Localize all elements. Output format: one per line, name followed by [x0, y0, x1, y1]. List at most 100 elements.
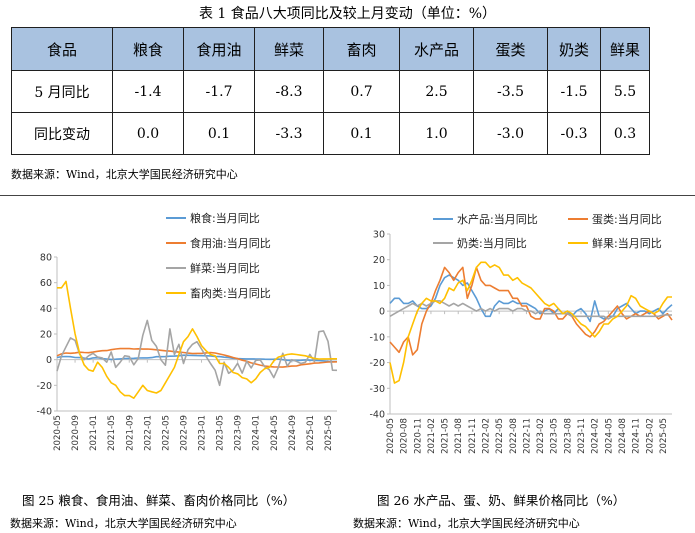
- y-tick-label: -10: [369, 332, 385, 343]
- y-tick-label: -30: [369, 384, 385, 395]
- x-tick-label: 2024-09: [288, 415, 298, 451]
- row-label: 同比变动: [11, 112, 113, 155]
- legend-label: 畜肉类:当月同比: [190, 286, 271, 300]
- header-cell: 畜肉: [323, 27, 400, 71]
- table-row: 同比变动 0.0 0.1 -3.3 0.1 1.0 -3.0 -0.3 0.3: [11, 112, 650, 155]
- legend-label: 鲜菜:当月同比: [190, 261, 260, 275]
- table-cell: -8.3: [254, 70, 324, 113]
- y-tick-label: 60: [40, 278, 52, 289]
- x-tick-label: 2023-08: [563, 418, 573, 454]
- x-tick-label: 2024-02: [591, 418, 601, 454]
- left-chart-caption: 图 25 粮食、食用油、鲜菜、畜肉价格同比（%）: [22, 493, 296, 508]
- food-table: 食品 粮食 食用油 鲜菜 畜肉 水产品 蛋类 奶类 鲜果 5 月同比 -1.4 …: [11, 27, 650, 155]
- series-line-1: [389, 266, 673, 356]
- left-chart-source: 数据来源：Wind，北京大学国民经济研究中心: [10, 517, 237, 530]
- x-tick-label: 2024-08: [618, 418, 628, 454]
- y-tick-label: 0: [379, 307, 385, 318]
- table-cell: 0.1: [183, 112, 255, 155]
- x-tick-label: 2024-05: [604, 418, 614, 454]
- row-label: 5 月同比: [11, 70, 113, 113]
- legend-item: 蛋类:当月同比: [568, 212, 662, 226]
- y-tick-label: -20: [36, 381, 52, 392]
- x-tick-label: 2022-05: [495, 418, 505, 454]
- x-tick-label: 2023-02: [536, 418, 546, 454]
- x-tick-label: 2021-05: [441, 418, 451, 454]
- x-tick-label: 2022-01: [143, 415, 153, 451]
- series-line-2: [56, 319, 338, 387]
- x-tick-label: 2023-05: [216, 415, 226, 451]
- y-tick-label: 40: [40, 304, 52, 315]
- y-tick-label: 30: [373, 230, 385, 241]
- y-tick-label: 20: [40, 330, 52, 341]
- x-tick-label: 2025-02: [645, 418, 655, 454]
- section-divider: [0, 195, 695, 196]
- legend-label: 粮食:当月同比: [190, 211, 260, 225]
- table-cell: 0.3: [600, 112, 650, 155]
- x-tick-label: 2021-09: [125, 415, 135, 451]
- x-tick-label: 2021-01: [89, 415, 99, 451]
- x-tick-label: 2021-02: [427, 418, 437, 454]
- header-cell: 水产品: [399, 27, 474, 71]
- series-line-3: [389, 261, 672, 384]
- table-cell: -3.3: [254, 112, 324, 155]
- y-tick-label: -40: [369, 410, 385, 421]
- table-cell: 2.5: [399, 70, 474, 113]
- table-cell: 0.7: [323, 70, 400, 113]
- x-tick-label: 2024-05: [270, 415, 280, 451]
- x-tick-label: 2020-11: [413, 418, 423, 454]
- legend-item: 奶类:当月同比: [433, 236, 527, 250]
- x-tick-label: 2022-11: [522, 418, 532, 454]
- x-tick-label: 2025-05: [324, 415, 334, 451]
- table-header-row: 食品 粮食 食用油 鲜菜 畜肉 水产品 蛋类 奶类 鲜果: [11, 27, 650, 71]
- table-cell: -0.3: [547, 112, 601, 155]
- x-tick-label: 2025-05: [659, 418, 669, 454]
- legend-item: 食用油:当月同比: [166, 236, 271, 250]
- table-cell: 0.0: [112, 112, 184, 155]
- chart-left: -40 -20 0 20 40 60 80 2020-05 2020-09 2021-01 2021…: [36, 211, 338, 451]
- header-cell: 食用油: [183, 27, 255, 71]
- x-tick-label: 2021-11: [468, 418, 478, 454]
- y-tick-label: 0: [46, 355, 52, 366]
- y-tick-label: 80: [40, 253, 52, 264]
- header-cell: 粮食: [112, 27, 184, 71]
- header-cell: 鲜菜: [254, 27, 324, 71]
- x-tick-label: 2020-08: [400, 418, 410, 454]
- header-cell: 食品: [11, 27, 113, 71]
- legend-label: 鲜果:当月同比: [592, 236, 662, 250]
- x-tick-label: 2024-11: [632, 418, 642, 454]
- x-tick-label: 2022-09: [179, 415, 189, 451]
- x-tick-label: 2020-05: [53, 415, 63, 451]
- table-cell: -3.0: [473, 112, 548, 155]
- table-cell: -1.4: [112, 70, 184, 113]
- legend-item: 鲜果:当月同比: [568, 236, 662, 250]
- x-tick-label: 2022-08: [509, 418, 519, 454]
- legend-label: 水产品:当月同比: [457, 212, 538, 226]
- x-tick-label: 2020-05: [386, 418, 396, 454]
- x-tick-label: 2021-05: [107, 415, 117, 451]
- legend-item: 畜肉类:当月同比: [166, 286, 271, 300]
- series-line-3: [57, 280, 337, 399]
- chart-right: -40 -30 -20 -10 0 10 20 30 2020-05 2020-08 2020-11…: [369, 212, 673, 454]
- legend-label: 食用油:当月同比: [190, 236, 271, 250]
- x-tick-label: 2023-09: [234, 415, 244, 451]
- legend-item: 粮食:当月同比: [166, 211, 260, 225]
- legend-item: 鲜菜:当月同比: [166, 261, 260, 275]
- y-tick-label: 20: [373, 255, 385, 266]
- table-cell: 0.1: [323, 112, 400, 155]
- series-line-0: [389, 274, 673, 323]
- x-tick-label: 2022-02: [482, 418, 492, 454]
- x-tick-label: 2021-08: [454, 418, 464, 454]
- x-tick-label: 2020-09: [71, 415, 81, 451]
- x-tick-label: 2023-01: [198, 415, 208, 451]
- table-cell: 5.5: [600, 70, 650, 113]
- table-cell: -1.5: [547, 70, 601, 113]
- table-title: 表 1 食品八大项同比及较上月变动（单位：%）: [198, 6, 497, 22]
- table-cell: -3.5: [473, 70, 548, 113]
- right-chart-caption: 图 26 水产品、蛋、奶、鲜果价格同比（%）: [377, 493, 626, 508]
- table-row: 5 月同比 -1.4 -1.7 -8.3 0.7 2.5 -3.5 -1.5 5…: [11, 70, 650, 113]
- legend-label: 奶类:当月同比: [457, 236, 527, 250]
- right-chart-source: 数据来源：Wind，北京大学国民经济研究中心: [353, 517, 580, 530]
- y-tick-label: 10: [373, 281, 385, 292]
- x-tick-label: 2023-05: [550, 418, 560, 454]
- x-tick-label: 2024-01: [252, 415, 262, 451]
